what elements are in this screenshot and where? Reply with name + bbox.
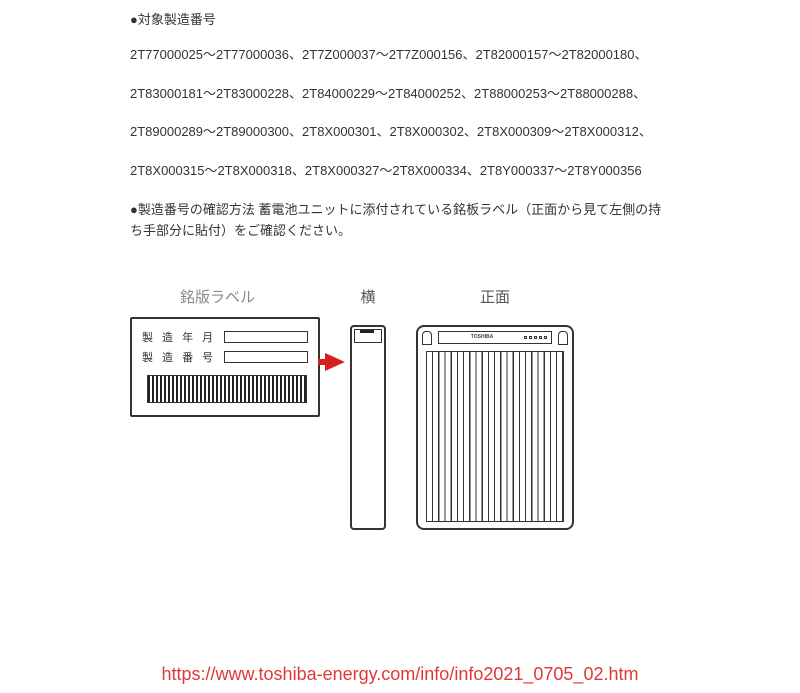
side-label-area — [354, 329, 382, 343]
nameplate-row-date-label: 製 造 年 月 — [142, 329, 216, 345]
unit-side-view — [350, 325, 386, 530]
section-heading-howto: ●製造番号の確認方法 蓄電池ユニットに添付されている銘板ラベル（正面から見て左側… — [130, 200, 670, 242]
source-url: https://www.toshiba-energy.com/info/info… — [0, 664, 800, 685]
nameplate-row-serial-label: 製 造 番 号 — [142, 349, 216, 365]
serial-range-1: 2T77000025～2T77000036、2T7Z000037～2T7Z000… — [130, 45, 670, 66]
nameplate-row-date: 製 造 年 月 — [142, 329, 308, 345]
front-handle-right — [558, 331, 568, 345]
front-view-column: 正面 TOSHIBA — [416, 286, 574, 530]
arrow-indicator — [325, 353, 345, 371]
front-view-title: 正面 — [416, 286, 574, 307]
unit-front-view: TOSHIBA — [416, 325, 574, 530]
serial-range-4: 2T8X000315～2T8X000318、2T8X000327～2T8X000… — [130, 161, 670, 182]
serial-range-2: 2T83000181～2T83000228、2T84000229～2T84000… — [130, 84, 670, 105]
brand-logo: TOSHIBA — [443, 334, 521, 340]
side-view-column: 横 — [350, 286, 386, 530]
front-panel: TOSHIBA — [438, 331, 552, 344]
nameplate-label-diagram: 銘版ラベル 製 造 年 月 製 造 番 号 — [130, 286, 320, 417]
indicator-dot — [544, 336, 547, 339]
indicator-dot — [529, 336, 532, 339]
side-view-title: 横 — [350, 286, 386, 307]
barcode — [147, 375, 307, 403]
diagram-container: 銘版ラベル 製 造 年 月 製 造 番 号 横 正面 — [0, 256, 800, 530]
serial-range-3: 2T89000289～2T89000300、2T8X000301、2T8X000… — [130, 122, 670, 143]
nameplate-row-date-field — [224, 331, 308, 343]
front-handle-left — [422, 331, 432, 345]
indicator-dot — [534, 336, 537, 339]
nameplate-box: 製 造 年 月 製 造 番 号 — [130, 317, 320, 417]
front-vent-grille — [426, 351, 564, 522]
indicator-dots — [524, 336, 547, 339]
side-label-mark — [360, 330, 374, 333]
nameplate-row-serial: 製 造 番 号 — [142, 349, 308, 365]
nameplate-row-serial-field — [224, 351, 308, 363]
nameplate-title: 銘版ラベル — [180, 286, 320, 307]
indicator-dot — [524, 336, 527, 339]
indicator-dot — [539, 336, 542, 339]
section-heading-serials: ●対象製造番号 — [130, 10, 670, 31]
